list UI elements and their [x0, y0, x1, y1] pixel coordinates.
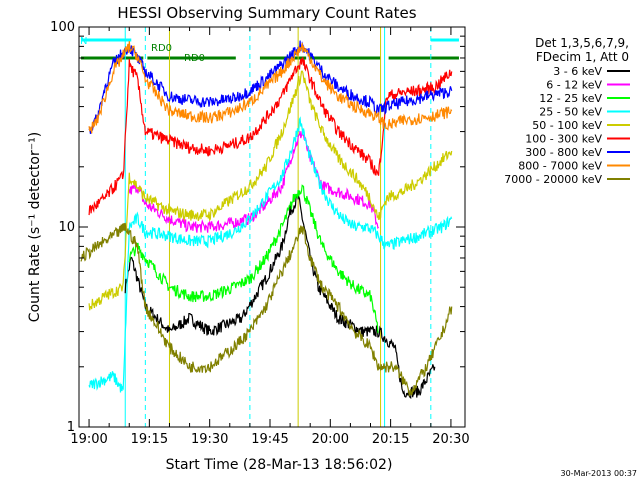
- series-line: [88, 41, 453, 134]
- series-line: [80, 222, 453, 397]
- legend-label: 3 - 6 keV: [553, 65, 602, 78]
- x-tick-label: 19:15: [131, 432, 168, 447]
- series-lines: [80, 40, 453, 400]
- x-axis-label: Start Time (28-Mar-13 18:56:02): [166, 457, 393, 473]
- y-tick-label: 1: [67, 420, 75, 435]
- status-bars: [81, 38, 459, 60]
- series-line: [88, 116, 453, 393]
- series-line: [124, 194, 436, 400]
- x-tick-label: 19:45: [251, 432, 288, 447]
- chart-title: HESSI Observing Summary Count Rates: [117, 4, 416, 22]
- legend-label: 800 - 7000 keV: [518, 160, 602, 173]
- legend-header-2: FDecim 1, Att 0: [536, 50, 629, 64]
- annotation-n: N: [80, 36, 87, 47]
- legend-header-1: Det 1,3,5,6,7,9,: [535, 36, 629, 50]
- series-line: [88, 56, 453, 216]
- series-line: [88, 40, 453, 135]
- legend-label: 300 - 800 keV: [525, 146, 602, 159]
- legend-label: 100 - 300 keV: [525, 133, 602, 146]
- legend-label: 6 - 12 keV: [546, 79, 602, 92]
- annotation-rd0-2: RD0: [184, 53, 205, 64]
- x-axis-ticks: 19:00 19:15 19:30 19:45 20:00 20:15 20:30: [70, 27, 470, 447]
- x-tick-label: 20:00: [312, 432, 349, 447]
- legend: Det 1,3,5,6,7,9, FDecim 1, Att 0 3 - 6 k…: [504, 36, 630, 186]
- series-line: [88, 70, 453, 311]
- y-axis-label: Count Rate (s⁻¹ detector⁻¹): [27, 132, 43, 322]
- legend-label: 50 - 100 keV: [532, 119, 602, 132]
- y-tick-label: 100: [50, 20, 75, 35]
- legend-label: 12 - 25 keV: [539, 92, 602, 105]
- x-tick-label: 20:15: [372, 432, 409, 447]
- annotation-rd0-1: RD0: [151, 43, 172, 54]
- series-line: [128, 184, 380, 334]
- y-axis-ticks: 1 10 100: [50, 20, 465, 435]
- series-line: [128, 130, 380, 233]
- legend-label: 25 - 50 keV: [539, 106, 602, 119]
- x-tick-label: 20:30: [432, 432, 469, 447]
- x-tick-label: 19:00: [70, 432, 107, 447]
- footer-date: 30-Mar-2013 00:37: [561, 469, 638, 478]
- legend-label: 7000 - 20000 keV: [504, 173, 602, 186]
- y-tick-label: 10: [58, 220, 75, 235]
- x-tick-label: 19:30: [191, 432, 228, 447]
